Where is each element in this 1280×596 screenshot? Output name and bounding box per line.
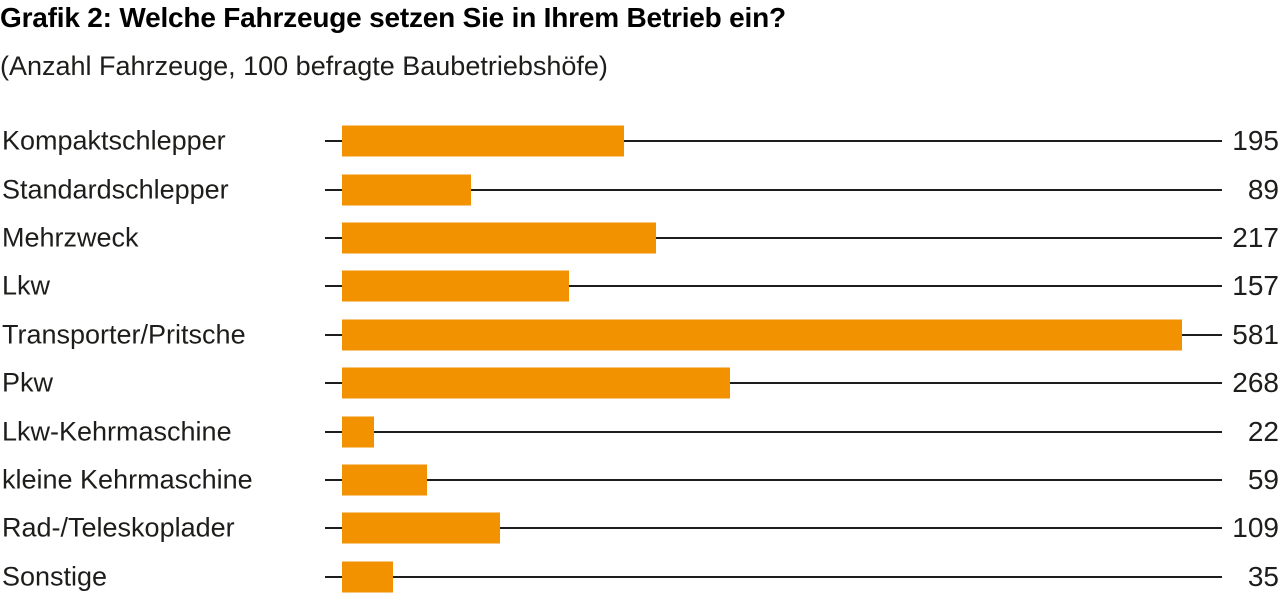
leader-line bbox=[325, 478, 1222, 481]
value-bar bbox=[342, 416, 374, 448]
category-label: Pkw bbox=[2, 367, 54, 398]
category-label: kleine Kehrmaschine bbox=[2, 464, 253, 495]
leader-line bbox=[325, 382, 1222, 385]
leader-line bbox=[325, 527, 1222, 530]
chart-row: Sonstige 35 bbox=[0, 553, 1280, 596]
leader-line bbox=[325, 140, 1222, 143]
category-label: Standardschlepper bbox=[2, 174, 229, 205]
bar-chart: Kompaktschlepper 195 Standardschlepper 89 Me… bbox=[0, 117, 1280, 596]
leader-line bbox=[325, 575, 1222, 578]
value-label: 59 bbox=[1247, 463, 1279, 495]
value-bar bbox=[342, 270, 569, 302]
category-label: Rad-/Teleskoplader bbox=[2, 512, 235, 543]
chart-row: Transporter/Pritsche 581 bbox=[0, 311, 1280, 359]
category-label: Sonstige bbox=[2, 561, 108, 592]
value-label: 157 bbox=[1232, 270, 1279, 302]
value-label: 195 bbox=[1232, 125, 1279, 157]
value-bar bbox=[342, 319, 1182, 351]
value-label: 217 bbox=[1232, 221, 1279, 253]
category-label: Transporter/Pritsche bbox=[2, 319, 246, 350]
chart-row: Lkw 157 bbox=[0, 262, 1280, 310]
value-label: 581 bbox=[1232, 318, 1279, 350]
value-bar bbox=[342, 222, 656, 254]
chart-row: Kompaktschlepper 195 bbox=[0, 117, 1280, 165]
value-bar bbox=[342, 561, 393, 593]
leader-line bbox=[325, 430, 1222, 433]
value-label: 109 bbox=[1232, 512, 1279, 544]
chart-row: Rad-/Teleskoplader 109 bbox=[0, 504, 1280, 552]
category-label: Lkw bbox=[2, 270, 51, 301]
chart-row: kleine Kehrmaschine 59 bbox=[0, 456, 1280, 504]
value-bar bbox=[342, 174, 471, 206]
value-label: 89 bbox=[1247, 173, 1279, 205]
chart-row: Mehrzweck 217 bbox=[0, 214, 1280, 262]
leader-line bbox=[325, 236, 1222, 239]
category-label: Kompaktschlepper bbox=[2, 125, 226, 156]
value-bar bbox=[342, 367, 730, 399]
chart-row: Standardschlepper 89 bbox=[0, 165, 1280, 213]
chart-row: Pkw 268 bbox=[0, 359, 1280, 407]
leader-line bbox=[325, 285, 1222, 288]
chart-row: Lkw-Kehrmaschine 22 bbox=[0, 407, 1280, 455]
value-label: 35 bbox=[1247, 560, 1279, 592]
value-bar bbox=[342, 512, 500, 544]
value-label: 22 bbox=[1247, 415, 1279, 447]
value-bar bbox=[342, 125, 624, 157]
category-label: Mehrzweck bbox=[2, 222, 139, 253]
leader-line bbox=[325, 188, 1222, 191]
chart-subtitle: (Anzahl Fahrzeuge, 100 befragte Baubetri… bbox=[0, 51, 608, 81]
chart-title: Grafik 2: Welche Fahrzeuge setzen Sie in… bbox=[0, 2, 786, 33]
value-label: 268 bbox=[1232, 367, 1279, 399]
value-bar bbox=[342, 464, 428, 496]
category-label: Lkw-Kehrmaschine bbox=[2, 416, 232, 447]
